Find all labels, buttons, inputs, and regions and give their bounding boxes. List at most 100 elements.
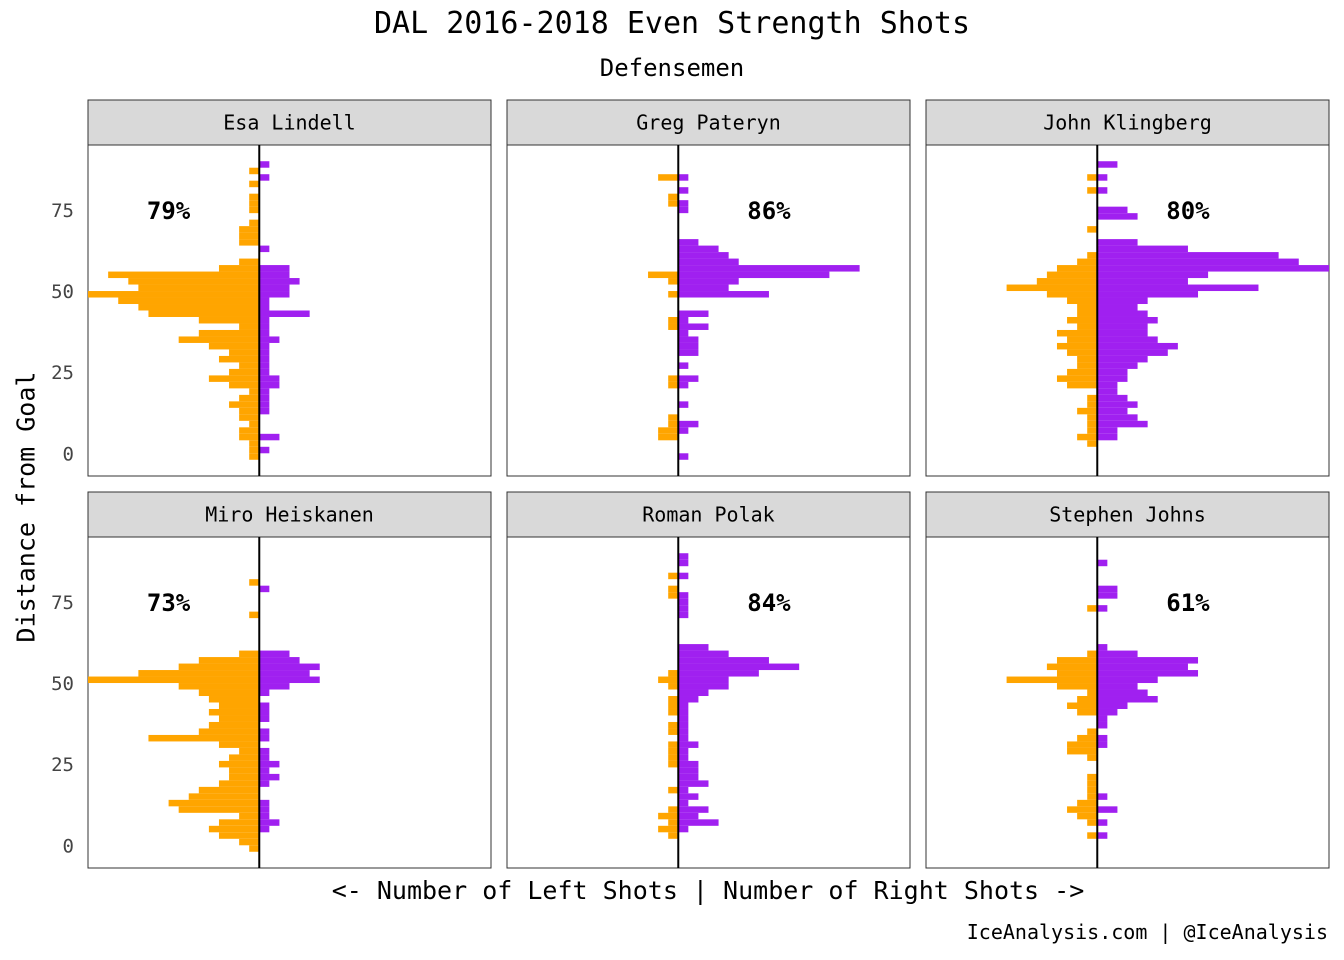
x-axis-label: <- Number of Left Shots | Number of Righ… [331,876,1085,905]
left-shot-bar [239,838,260,846]
left-shot-bar [1067,297,1098,305]
left-shot-bar [218,760,260,768]
right-shot-bar [678,245,719,253]
left-shot-bar [1067,747,1098,755]
left-shot-bar [229,381,260,389]
right-shot-bar [678,657,769,664]
left-shot-bar [138,284,260,292]
left-shot-bar [1046,271,1098,279]
right-shot-bar [1097,832,1108,839]
right-shot-bar [678,342,699,350]
right-shot-bar [1097,715,1108,722]
left-shot-bar [1077,323,1098,330]
left-shot-bar [1056,657,1098,664]
left-shot-bar [239,362,260,369]
right-shot-bar [678,200,689,207]
y-tick-label: 50 [51,673,74,695]
right-shot-bar [259,760,280,768]
right-shot-bar [259,271,290,279]
right-shot-bar [259,728,270,735]
right-shot-bar [1097,414,1138,421]
left-shot-bar [229,368,260,376]
left-shot-bar [1067,806,1098,813]
left-shot-bar [668,760,679,768]
left-shot-bar [1046,663,1098,671]
left-shot-bar [1087,650,1098,658]
y-tick-label: 25 [51,754,74,776]
left-shot-bar [229,349,260,356]
left-shot-bar [668,375,679,382]
left-shot-bar [1056,375,1098,382]
right-shot-bar [1097,401,1138,408]
left-shot-bar [668,200,679,207]
right-shot-bar [678,258,739,266]
right-shot-bar [678,812,699,820]
right-shot-bar [259,278,300,285]
right-shot-bar [678,793,699,800]
right-shot-bar [678,271,830,279]
left-shot-bar [239,239,260,246]
left-shot-bar [668,741,679,748]
right-shot-bar [1097,670,1199,677]
right-shot-bar [259,401,270,408]
right-shot-bar [259,355,270,363]
right-shot-bar [678,336,699,343]
right-shot-bar [1097,355,1148,363]
left-shot-bar [249,611,260,619]
left-shot-bar [118,297,260,305]
left-shot-bar [668,832,679,839]
right-shot-bar [259,799,270,807]
right-shot-bar [259,747,270,755]
left-shot-bar [1077,812,1098,820]
right-shot-bar [259,702,270,709]
right-shot-bar [1097,433,1118,441]
right-shot-bar [1097,696,1158,703]
left-shot-bar [249,440,260,447]
right-shot-bar [1097,336,1158,343]
left-shot-bar [239,433,260,441]
right-shot-bar [678,553,689,560]
left-shot-bar [198,786,260,794]
right-shot-bar [1097,316,1158,324]
right-shot-bar [1097,245,1188,253]
left-shot-bar [668,696,679,703]
right-shot-bar [259,297,270,305]
left-shot-bar [249,193,260,201]
right-shot-bar [678,676,729,684]
left-shot-bar [1087,773,1098,781]
panel-strip-label: Greg Pateryn [636,111,781,135]
left-shot-bar [218,355,260,363]
left-shot-bar [208,696,260,703]
left-shot-bar [668,702,679,709]
left-shot-bar [198,689,260,697]
right-shot-bar [1097,258,1299,266]
right-shot-bar [1097,284,1259,292]
right-shot-bar [678,284,729,292]
left-shot-bar [108,271,260,279]
right-shot-bar [678,592,689,599]
left-shot-bar [668,278,679,285]
left-shot-bar [198,329,260,337]
right-shot-bar [259,284,290,292]
right-shot-bar [1097,702,1128,709]
left-shot-bar [239,232,260,240]
left-shot-bar [218,780,260,787]
right-shot-bar [259,819,280,826]
right-shot-bar [1097,239,1138,246]
right-shot-bar [678,799,689,807]
right-shot-bar [1097,721,1108,729]
right-shot-bar [678,728,689,735]
left-shot-bar [668,420,679,428]
right-shot-bar [259,407,270,415]
left-shot-bar [249,219,260,227]
left-shot-bar [668,806,679,813]
left-shot-bar [1087,394,1098,402]
left-shot-bar [1056,683,1098,690]
left-shot-bar [229,773,260,781]
left-shot-bar [198,316,260,324]
panel-strip-label: Stephen Johns [1049,503,1206,527]
panel-strip [925,491,1330,538]
left-shot-bar [218,832,260,839]
right-shot-bar [259,657,300,664]
left-shot-bar [668,592,679,599]
